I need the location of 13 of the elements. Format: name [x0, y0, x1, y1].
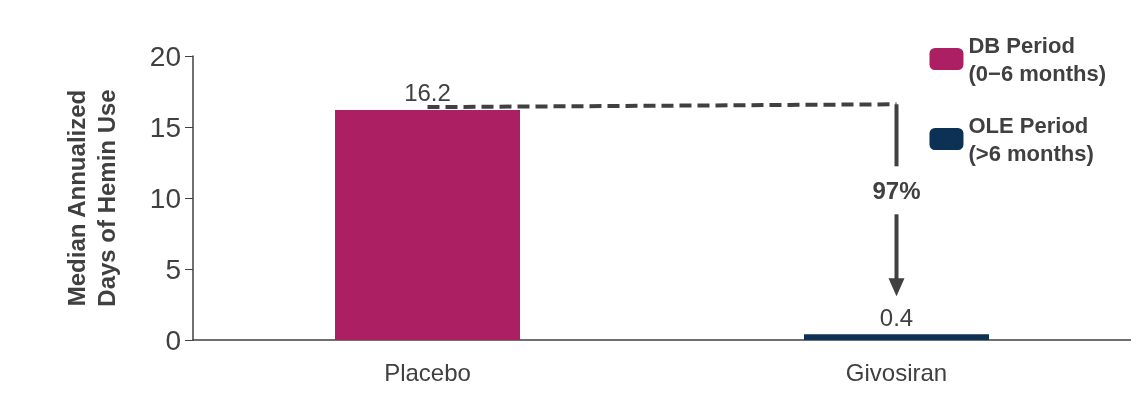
- data-label: 16.2: [404, 79, 451, 107]
- y-tick-label: 20: [149, 40, 181, 72]
- annotation: 97%: [872, 176, 921, 204]
- legend-label: OLE Period (>6 months): [968, 112, 1094, 166]
- x-tick-label: Placebo: [384, 358, 471, 386]
- y-tick-label: 5: [165, 253, 181, 285]
- y-tick-label: 10: [149, 182, 181, 214]
- legend-label: DB Period (0−6 months): [968, 32, 1107, 86]
- data-label: 0.4: [879, 303, 914, 331]
- y-tick-label: 15: [149, 111, 181, 143]
- y-tick-label: 0: [165, 324, 181, 356]
- x-tick-label: Givosiran: [845, 358, 948, 386]
- y-axis-title: Median Annualized Days of Hemin Use: [62, 89, 120, 307]
